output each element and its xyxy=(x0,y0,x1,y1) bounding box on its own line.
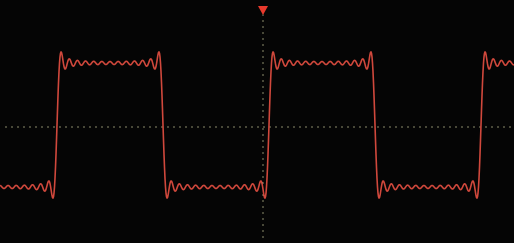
screen-background xyxy=(0,0,514,243)
page: (() => { const data = JSON.parse(documen… xyxy=(0,0,520,245)
oscilloscope-screen xyxy=(0,0,520,245)
